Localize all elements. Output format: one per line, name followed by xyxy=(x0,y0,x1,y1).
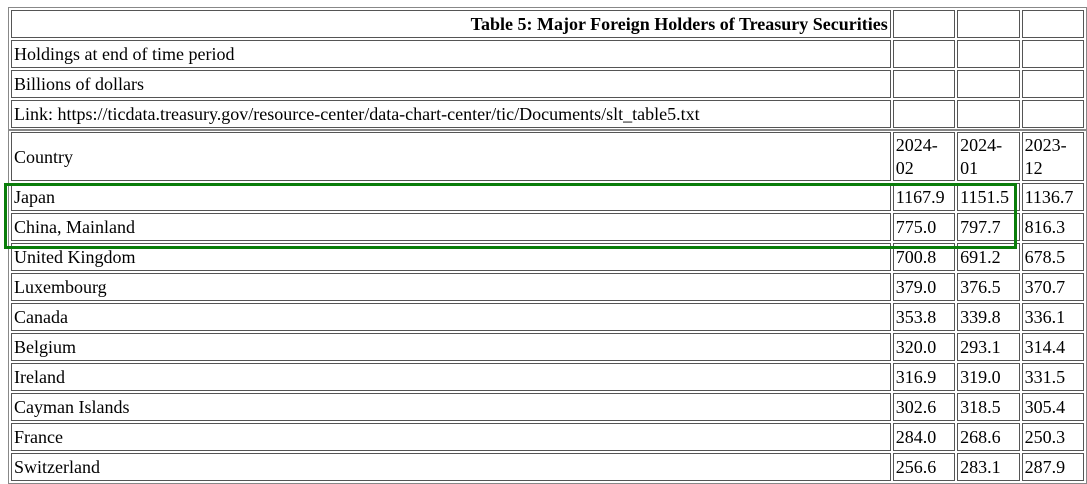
table-row: Switzerland 256.6 283.1 287.9 xyxy=(11,453,1084,481)
table-row: Luxembourg 379.0 376.5 370.7 xyxy=(11,273,1084,301)
header-period: 2024-01 xyxy=(957,132,1020,181)
holdings-table: Country 2024-02 2024-01 2023-12 Japan 116… xyxy=(8,129,1087,484)
header-period: 2024-02 xyxy=(892,132,956,181)
table-row: Ireland 316.9 319.0 331.5 xyxy=(11,363,1084,391)
subtitle: Holdings at end of time period xyxy=(11,40,891,68)
value-cell: 353.8 xyxy=(892,303,956,331)
table-row: Japan 1167.9 1151.5 1136.7 xyxy=(11,183,1084,211)
value-cell: 256.6 xyxy=(892,453,956,481)
value-cell: 305.4 xyxy=(1021,393,1084,421)
country-cell: Luxembourg xyxy=(11,273,891,301)
value-cell: 678.5 xyxy=(1021,243,1084,271)
value-cell: 339.8 xyxy=(957,303,1020,331)
header-period: 2023-12 xyxy=(1021,132,1084,181)
value-cell: 700.8 xyxy=(892,243,956,271)
value-cell: 302.6 xyxy=(892,393,956,421)
value-cell: 284.0 xyxy=(892,423,956,451)
value-cell: 320.0 xyxy=(892,333,956,361)
value-cell: 268.6 xyxy=(957,423,1020,451)
value-cell: 314.4 xyxy=(1021,333,1084,361)
country-cell: Canada xyxy=(11,303,891,331)
value-cell: 331.5 xyxy=(1021,363,1084,391)
value-cell: 316.9 xyxy=(892,363,956,391)
country-cell: Cayman Islands xyxy=(11,393,891,421)
table-row: United Kingdom 700.8 691.2 678.5 xyxy=(11,243,1084,271)
header-row: Country 2024-02 2024-01 2023-12 xyxy=(11,132,1084,181)
value-cell: 370.7 xyxy=(1021,273,1084,301)
value-cell: 283.1 xyxy=(957,453,1020,481)
value-cell: 293.1 xyxy=(957,333,1020,361)
value-cell: 1167.9 xyxy=(892,183,956,211)
value-cell: 797.7 xyxy=(957,213,1020,241)
source-link[interactable]: Link: https://ticdata.treasury.gov/resou… xyxy=(11,100,891,128)
value-cell: 250.3 xyxy=(1021,423,1084,451)
country-cell: United Kingdom xyxy=(11,243,891,271)
table-row: France 284.0 268.6 250.3 xyxy=(11,423,1084,451)
value-cell: 287.9 xyxy=(1021,453,1084,481)
country-cell: Belgium xyxy=(11,333,891,361)
table-row: Belgium 320.0 293.1 314.4 xyxy=(11,333,1084,361)
value-cell: 775.0 xyxy=(892,213,956,241)
table-meta: Table 5: Major Foreign Holders of Treasu… xyxy=(8,7,1087,131)
country-cell: France xyxy=(11,423,891,451)
value-cell: 1136.7 xyxy=(1021,183,1084,211)
value-cell: 336.1 xyxy=(1021,303,1084,331)
value-cell: 691.2 xyxy=(957,243,1020,271)
table-title: Table 5: Major Foreign Holders of Treasu… xyxy=(11,10,891,38)
country-cell: Ireland xyxy=(11,363,891,391)
value-cell: 376.5 xyxy=(957,273,1020,301)
country-cell: Japan xyxy=(11,183,891,211)
value-cell: 379.0 xyxy=(892,273,956,301)
table-row: Cayman Islands 302.6 318.5 305.4 xyxy=(11,393,1084,421)
units: Billions of dollars xyxy=(11,70,891,98)
country-cell: Switzerland xyxy=(11,453,891,481)
table-row: China, Mainland 775.0 797.7 816.3 xyxy=(11,213,1084,241)
table-row: Canada 353.8 339.8 336.1 xyxy=(11,303,1084,331)
value-cell: 1151.5 xyxy=(957,183,1020,211)
header-country: Country xyxy=(11,132,891,181)
country-cell: China, Mainland xyxy=(11,213,891,241)
value-cell: 816.3 xyxy=(1021,213,1084,241)
value-cell: 318.5 xyxy=(957,393,1020,421)
value-cell: 319.0 xyxy=(957,363,1020,391)
